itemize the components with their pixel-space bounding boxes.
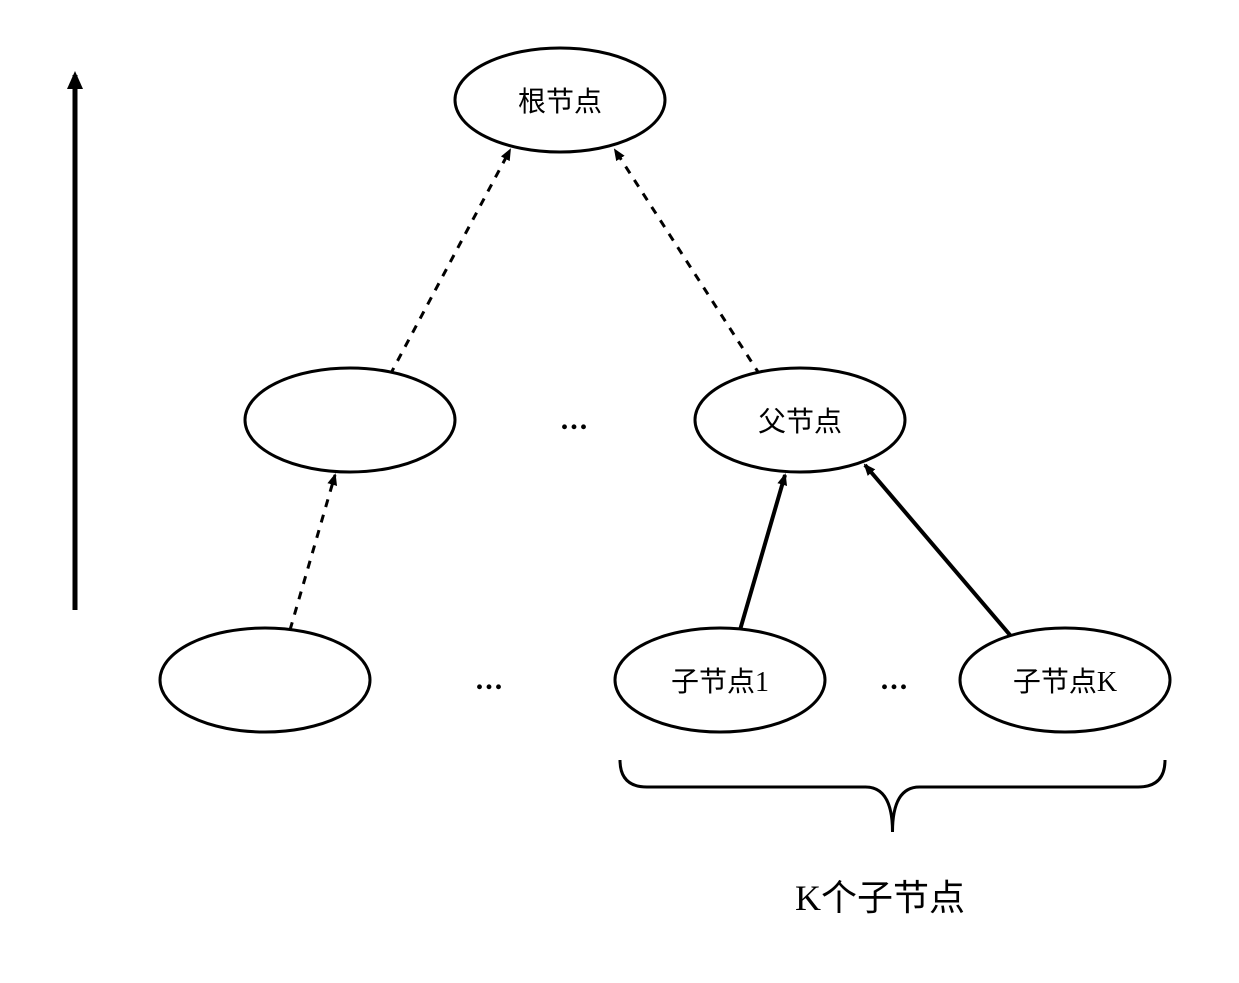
children-brace: [620, 760, 1165, 832]
edge-e_parent_root: [615, 150, 760, 375]
child1-node-label: 子节点1: [671, 660, 769, 700]
edge-e_child1_parent: [740, 475, 785, 630]
edge-e_leftbot_leftmid: [290, 475, 335, 630]
node-left_mid: [245, 368, 455, 472]
edge-e_childK_parent: [865, 465, 1010, 635]
node-left_bot: [160, 628, 370, 732]
edge-e_leftmid_root: [390, 150, 510, 375]
diagram-canvas: 根节点 父节点 子节点1 子节点K ... ... ... K个子节点: [0, 0, 1239, 983]
diagram-svg: [0, 0, 1239, 983]
nodes-group: [160, 48, 1170, 732]
children-caption: K个子节点: [795, 869, 965, 921]
ellipsis-bottom-right: ...: [881, 663, 910, 697]
ellipsis-bottom-left: ...: [476, 663, 505, 697]
root-node-label: 根节点: [518, 80, 602, 120]
ellipsis-mid: ...: [561, 403, 590, 437]
childK-node-label: 子节点K: [1013, 660, 1117, 700]
parent-node-label: 父节点: [758, 400, 842, 440]
